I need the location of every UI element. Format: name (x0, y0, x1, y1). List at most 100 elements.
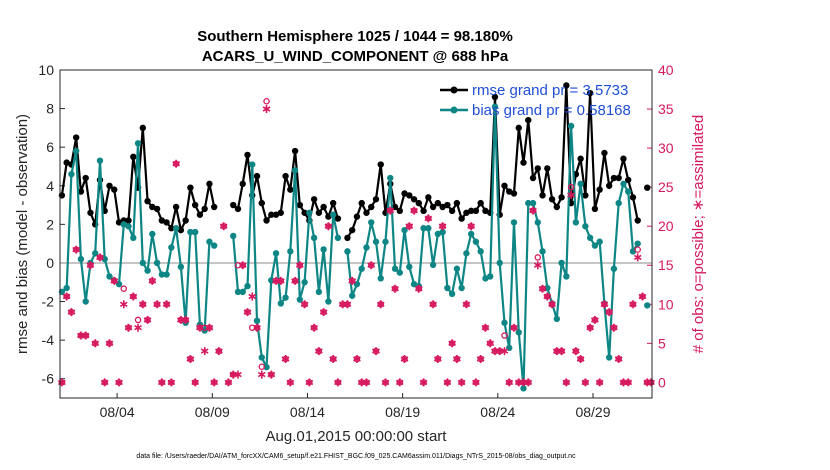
y2-tick-label: 40 (658, 62, 674, 78)
bias-point (563, 273, 570, 280)
bias-point (396, 269, 403, 276)
obs-assimilated-marker (267, 370, 276, 379)
obs-assimilated-marker (300, 300, 309, 309)
obs-assimilated-marker (448, 339, 457, 348)
bias-point (605, 354, 613, 361)
rmse-point (287, 186, 294, 193)
rmse-point (510, 190, 518, 197)
obs-assimilated-marker (400, 355, 409, 363)
rmse-point (301, 209, 308, 216)
bias-point (320, 246, 327, 253)
obs-possible-marker (534, 254, 542, 261)
obs-assimilated-marker (462, 300, 471, 309)
rmse-point (425, 194, 432, 201)
obs-assimilated-marker (581, 378, 590, 387)
obs-assimilated-marker (129, 292, 138, 301)
obs-assimilated-marker (310, 323, 319, 332)
obs-assimilated-marker (314, 347, 323, 356)
legend-rmse-text: rmse grand pr = 3.5733 (472, 82, 628, 99)
bias-point (106, 273, 113, 280)
rmse-point (467, 207, 475, 215)
bias-point (168, 244, 175, 251)
bias-point (144, 267, 151, 274)
y-tick-label: -4 (42, 332, 55, 348)
bias-point (125, 223, 132, 230)
obs-assimilated-marker (100, 378, 109, 387)
obs-assimilated-marker (538, 284, 547, 293)
obs-assimilated-marker (600, 300, 609, 309)
obs-assimilated-marker (419, 378, 428, 387)
rmse-point (291, 147, 299, 155)
bias-point (258, 354, 265, 361)
rmse-point (315, 209, 323, 216)
obs-assimilated-marker (276, 276, 285, 285)
rmse-point (334, 215, 342, 222)
rmse-point (234, 205, 242, 213)
bias-point (210, 242, 218, 249)
obs-assimilated-marker (571, 347, 580, 356)
obs-assimilated-marker (191, 378, 200, 387)
rmse-point (310, 196, 318, 203)
obs-assimilated-marker (362, 378, 371, 387)
obs-assimilated-marker (215, 347, 223, 356)
bias-point (329, 211, 337, 218)
obs-assimilated-marker (153, 300, 161, 309)
obs-assimilated-marker (610, 323, 618, 332)
bias-point (306, 209, 313, 216)
obs-assimilated-marker (253, 323, 261, 332)
bias-point (348, 292, 356, 299)
obs-assimilated-marker (624, 378, 633, 387)
obs-assimilated-marker (181, 315, 190, 324)
y2-axis-label: # of obs: o=possible; ∗=assimilated (690, 115, 707, 354)
rmse-point (348, 226, 356, 234)
rmse-point (82, 174, 89, 182)
obs-assimilated-marker (576, 355, 585, 363)
rmse-point (486, 209, 494, 216)
y-tick-label: 0 (46, 255, 54, 271)
y2-tick-label: 10 (658, 296, 674, 312)
rmse-point (77, 188, 85, 195)
rmse-point (329, 199, 337, 207)
rmse-point (620, 155, 627, 162)
rmse-point (563, 82, 570, 89)
obs-assimilated-marker (248, 292, 257, 301)
bias-point (163, 271, 170, 278)
obs-assimilated-marker (486, 339, 495, 348)
obs-assimilated-marker (281, 355, 290, 363)
bias-point (149, 230, 156, 238)
obs-assimilated-marker (115, 378, 123, 387)
rmse-point (187, 184, 194, 191)
bias-point (467, 230, 475, 238)
bias-point (234, 288, 242, 296)
rmse-point (420, 207, 427, 215)
obs-assimilated-marker (381, 378, 390, 387)
obs-assimilated-marker (172, 159, 181, 168)
rmse-point (525, 116, 532, 124)
bias-point (534, 219, 541, 226)
rmse-point (153, 205, 161, 213)
rmse-point (244, 151, 251, 159)
rmse-point (577, 155, 584, 162)
rmse-point (520, 159, 527, 166)
obs-assimilated-marker (543, 292, 552, 301)
rmse-point (406, 192, 413, 199)
rmse-point (529, 174, 537, 182)
bias-point (510, 219, 518, 226)
bias-point (291, 167, 299, 174)
bias-point (344, 248, 351, 255)
y2-tick-label: 20 (658, 218, 674, 234)
obs-assimilated-marker (472, 378, 480, 387)
y-axis-label: rmse and bias (model - observation) (14, 114, 31, 354)
bias-point (477, 248, 484, 255)
obs-assimilated-marker (162, 300, 171, 309)
data-file-footnote: data file: /Users/raeder/DAI/ATM_forcXX/… (136, 453, 576, 460)
obs-assimilated-marker (238, 261, 247, 270)
rmse-point (277, 209, 285, 216)
rmse-point (206, 180, 213, 188)
rmse-point (191, 201, 199, 209)
rmse-point (396, 207, 403, 215)
bias-point (77, 255, 85, 263)
rmse-point (139, 124, 147, 132)
left-y-ticks: -6 -4 -2 0 2 4 6 8 10 (38, 62, 65, 387)
obs-assimilated-marker (391, 284, 399, 293)
